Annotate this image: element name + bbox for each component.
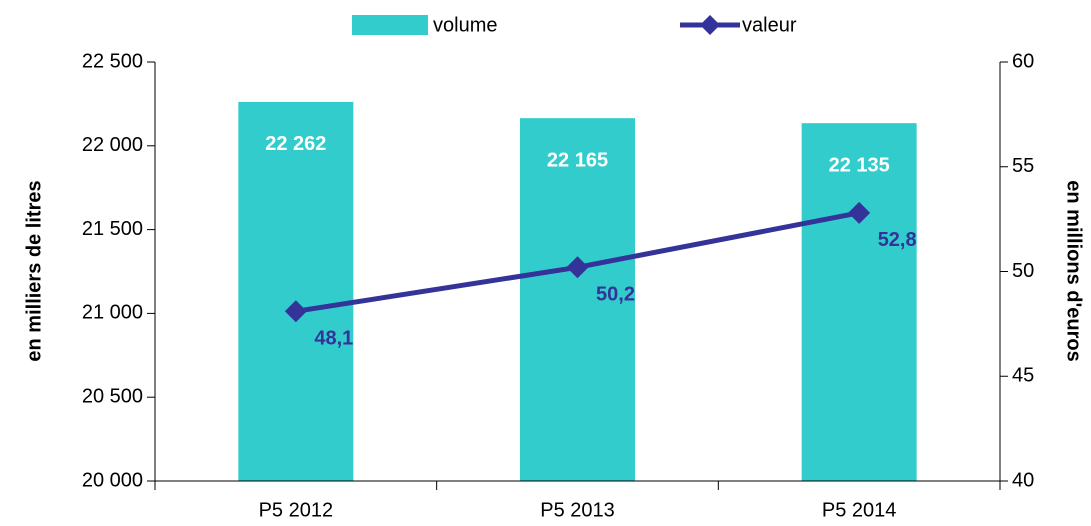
y2-tick-label: 60 bbox=[1012, 50, 1034, 72]
bar bbox=[238, 101, 354, 482]
line-marker bbox=[566, 256, 589, 279]
legend-label: valeur bbox=[742, 14, 797, 36]
y-tick-label: 20 500 bbox=[82, 385, 143, 407]
y2-tick-label: 55 bbox=[1012, 155, 1034, 177]
data-label: 52,8 bbox=[878, 229, 917, 251]
x-tick-label: P5 2012 bbox=[259, 499, 334, 521]
y2-axis-label: en millions d'euros bbox=[1063, 180, 1085, 361]
x-tick-label: P5 2014 bbox=[822, 499, 897, 521]
data-label: 48,1 bbox=[314, 328, 353, 350]
legend-label: volume bbox=[433, 14, 497, 36]
data-label: 22 165 bbox=[547, 149, 608, 171]
y-tick-label: 20 000 bbox=[82, 469, 143, 491]
line-marker bbox=[848, 201, 871, 224]
bar bbox=[520, 118, 635, 482]
legend-swatch bbox=[352, 15, 428, 35]
y2-tick-label: 50 bbox=[1012, 260, 1034, 282]
y-tick-label: 22 500 bbox=[82, 50, 143, 72]
data-label: 22 135 bbox=[829, 154, 890, 176]
y-tick-label: 22 000 bbox=[82, 134, 143, 156]
y-tick-label: 21 500 bbox=[82, 218, 143, 240]
bar bbox=[801, 123, 917, 481]
line-marker bbox=[284, 300, 307, 323]
legend-marker bbox=[700, 15, 720, 35]
data-label: 50,2 bbox=[596, 284, 635, 306]
y-tick-label: 21 000 bbox=[82, 302, 143, 324]
y2-tick-label: 40 bbox=[1012, 469, 1034, 491]
data-label: 22 262 bbox=[265, 133, 326, 155]
x-tick-label: P5 2013 bbox=[540, 499, 615, 521]
y-axis-label: en milliers de litres bbox=[23, 180, 45, 361]
y2-tick-label: 45 bbox=[1012, 365, 1034, 387]
